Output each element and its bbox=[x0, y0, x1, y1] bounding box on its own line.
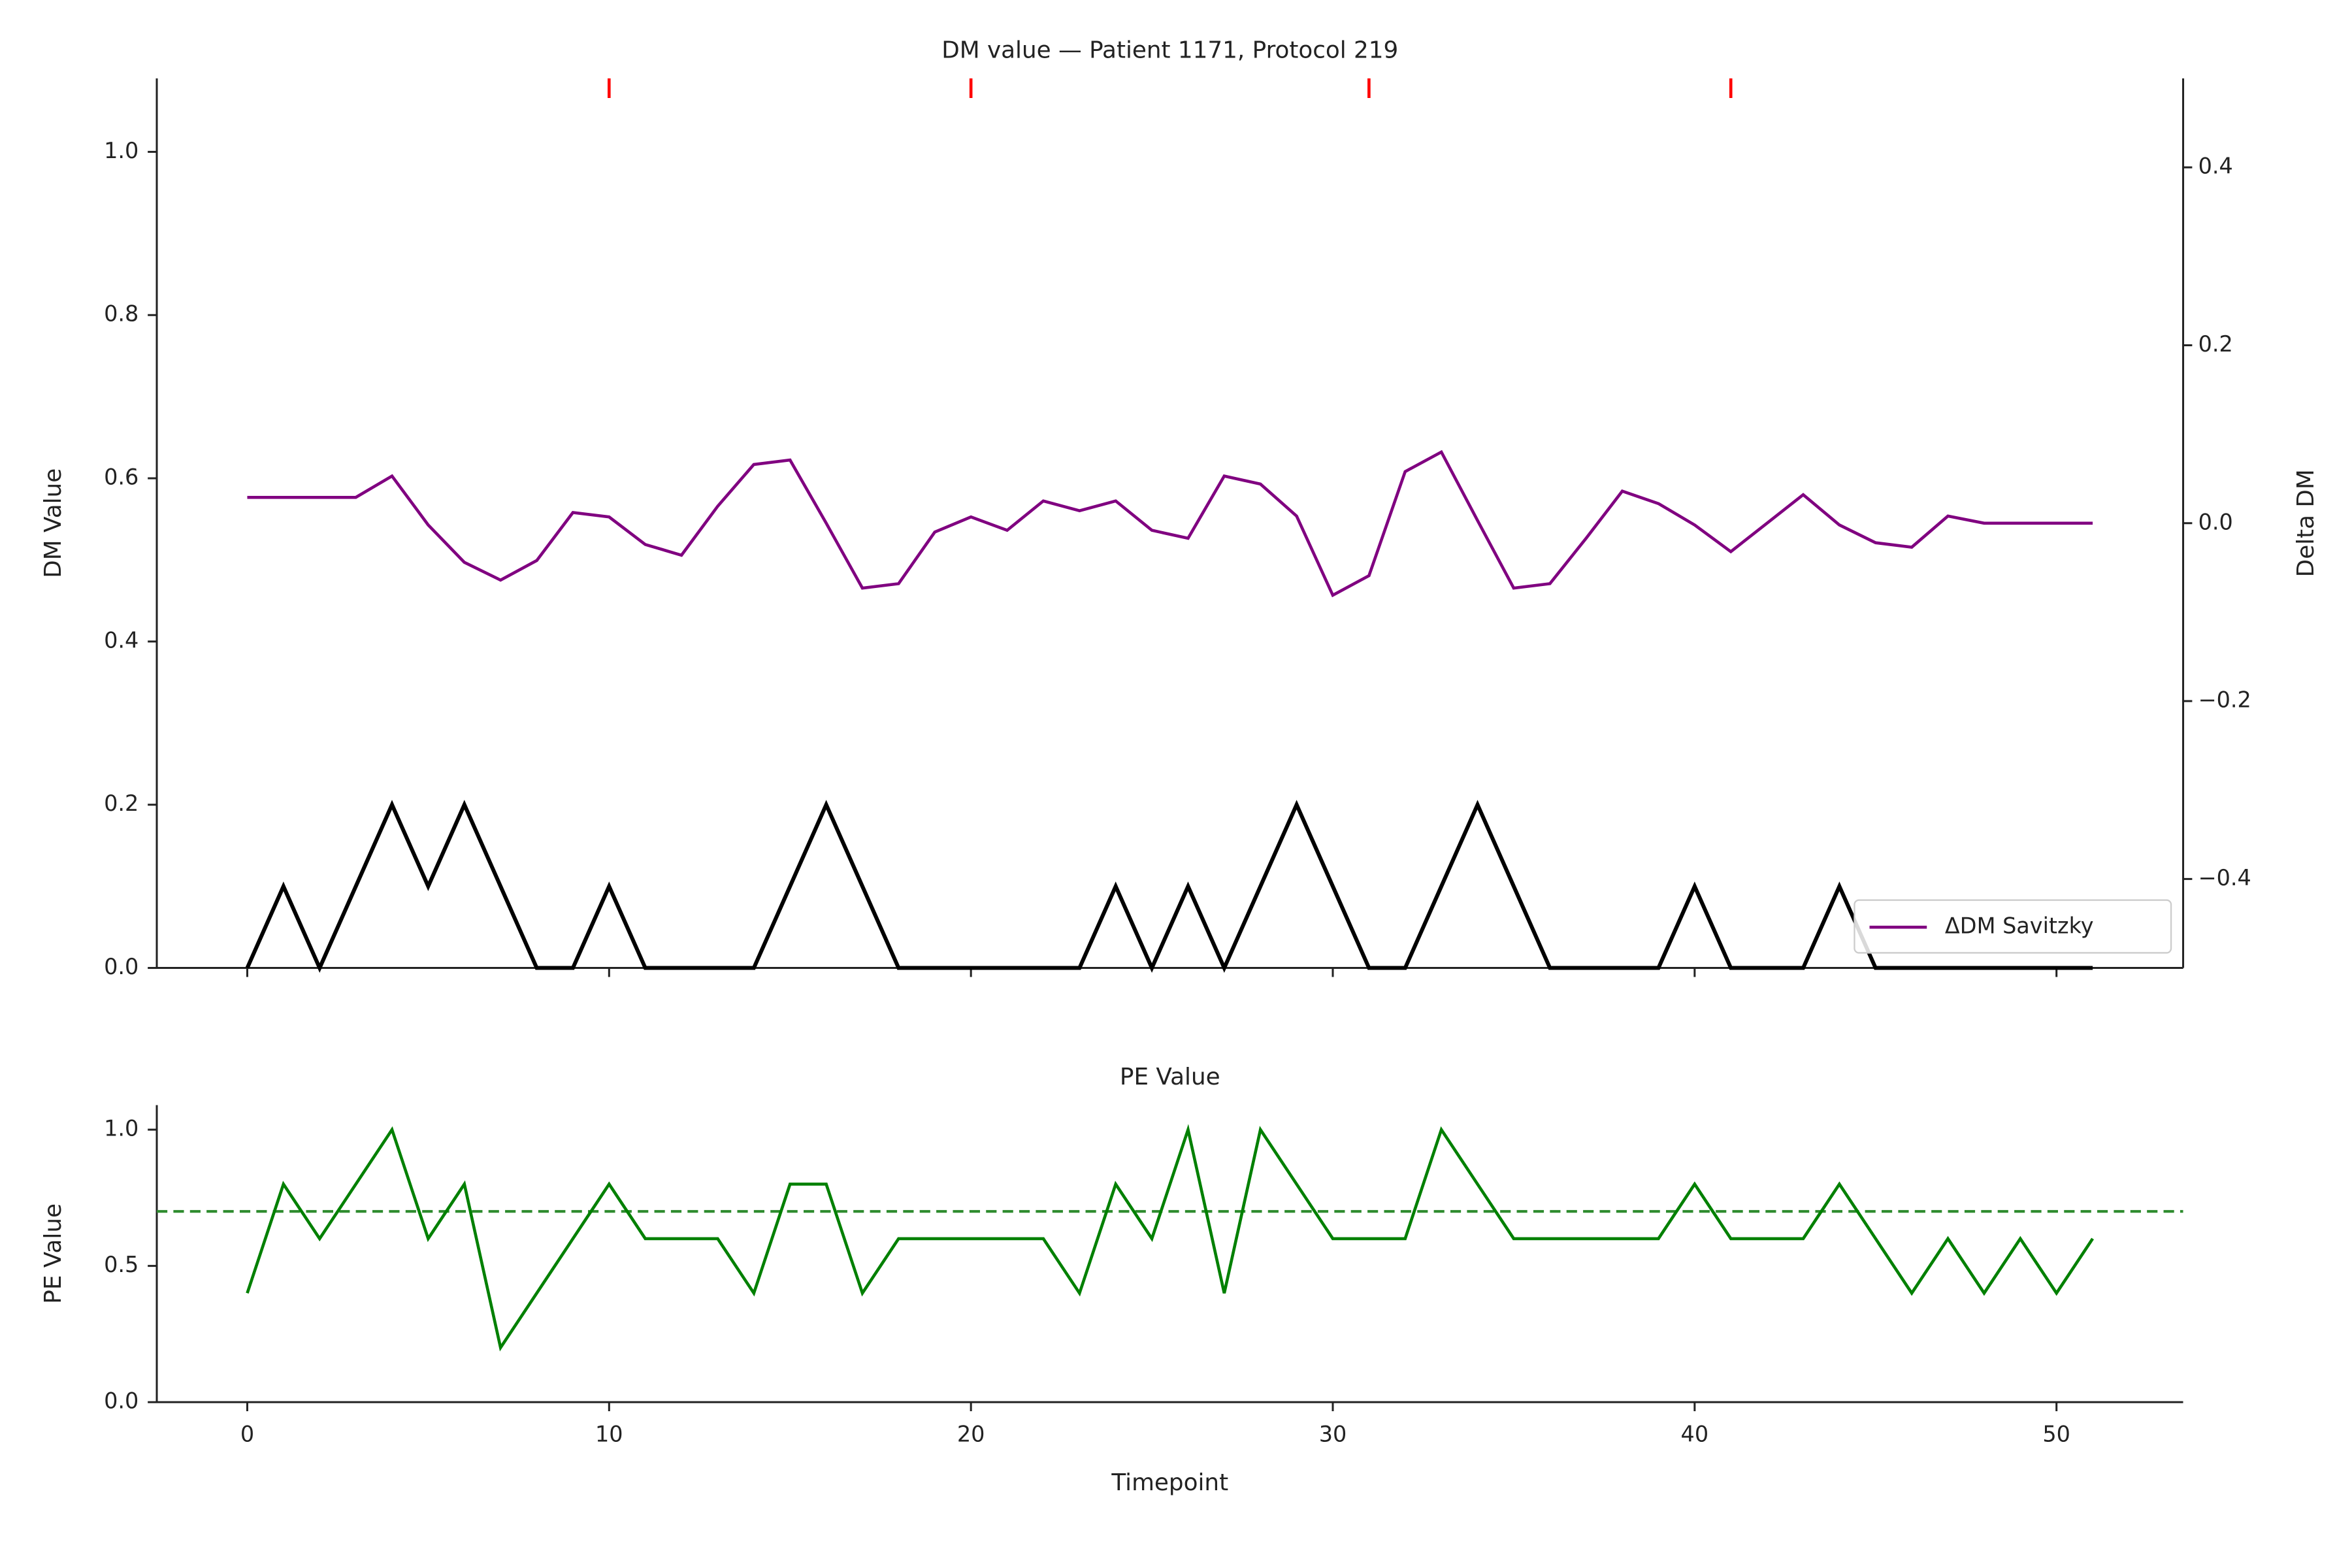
legend-label: ΔDM Savitzky bbox=[1945, 913, 2094, 939]
data-line bbox=[245, 800, 2093, 973]
y-tick-label: 1.0 bbox=[104, 138, 139, 163]
x-tick-label: 30 bbox=[1319, 1421, 1347, 1446]
legend-box bbox=[1854, 899, 2172, 954]
y-tick-label: 1.0 bbox=[104, 1116, 139, 1141]
y-tick-label: 0.5 bbox=[104, 1252, 139, 1277]
y-tick-label: 0.0 bbox=[104, 954, 139, 979]
y2-tick-label: −0.2 bbox=[2198, 687, 2251, 713]
x-tick-label: 50 bbox=[2042, 1421, 2070, 1446]
y-tick-label: 0.2 bbox=[104, 791, 139, 816]
y2-tick-label: 0.4 bbox=[2198, 154, 2233, 179]
x-tick-label: 40 bbox=[1681, 1421, 1709, 1446]
y-axis-label: DM Value bbox=[40, 468, 67, 578]
y-tick-label: 0.0 bbox=[104, 1388, 139, 1414]
y-tick-label: 0.4 bbox=[104, 627, 139, 653]
y-tick-label: 0.8 bbox=[104, 301, 139, 327]
chart-title: DM value — Patient 1171, Protocol 219 bbox=[941, 37, 1398, 63]
x-tick-label: 10 bbox=[595, 1421, 623, 1446]
y2-tick-label: −0.4 bbox=[2198, 865, 2251, 890]
y2-tick-label: 0.0 bbox=[2198, 509, 2233, 534]
y2-axis-label: Delta DM bbox=[2293, 469, 2319, 577]
y-axis-label: PE Value bbox=[40, 1203, 67, 1304]
chart-title: PE Value bbox=[1120, 1064, 1220, 1090]
data-line bbox=[246, 1124, 2094, 1352]
x-tick-label: 20 bbox=[957, 1421, 985, 1446]
x-axis-label: Timepoint bbox=[1111, 1469, 1228, 1496]
data-line bbox=[247, 449, 2093, 598]
y2-tick-label: 0.2 bbox=[2198, 331, 2233, 357]
x-tick-label: 0 bbox=[240, 1421, 254, 1446]
y-tick-label: 0.6 bbox=[104, 465, 139, 490]
